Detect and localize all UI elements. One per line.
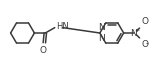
Text: HN: HN xyxy=(56,22,69,31)
Text: -: - xyxy=(145,39,148,48)
Text: O: O xyxy=(40,46,47,55)
Text: N: N xyxy=(130,29,137,37)
Text: N: N xyxy=(99,23,105,32)
Text: +: + xyxy=(135,28,140,33)
Text: O: O xyxy=(141,40,148,49)
Text: O: O xyxy=(141,17,148,26)
Text: N: N xyxy=(99,34,105,43)
